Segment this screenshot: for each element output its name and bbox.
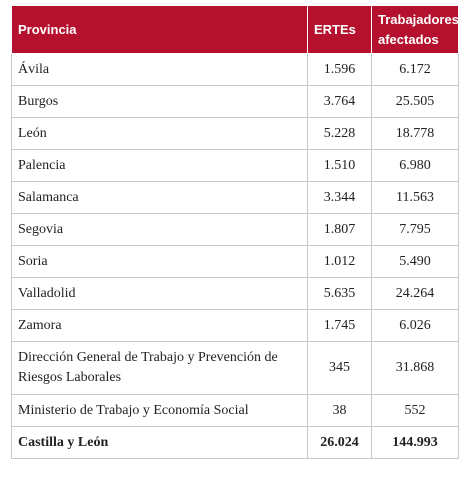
cell-ertes: 345 [307,341,372,395]
cell-provincia: Burgos [11,85,308,118]
total-label: Castilla y León [11,426,308,459]
cell-trabajadores: 6.172 [371,53,459,86]
cell-provincia: Zamora [11,309,308,342]
cell-ertes: 5.228 [307,117,372,150]
cell-ertes: 1.807 [307,213,372,246]
cell-provincia: Palencia [11,149,308,182]
total-ertes: 26.024 [307,426,372,459]
cell-provincia: Ávila [11,53,308,86]
cell-trabajadores: 7.795 [371,213,459,246]
cell-ertes: 1.012 [307,245,372,278]
header-trabajadores: Trabajadores afectados [371,6,459,54]
cell-provincia: Segovia [11,213,308,246]
header-provincia: Provincia [11,6,308,54]
table-row: Palencia 1.510 6.980 [11,149,459,182]
table-row: Zamora 1.745 6.026 [11,309,459,342]
total-row: Castilla y León 26.024 144.993 [11,426,459,459]
cell-ertes: 1.510 [307,149,372,182]
cell-trabajadores: 31.868 [371,341,459,395]
table-row: Ávila 1.596 6.172 [11,53,459,86]
cell-provincia: Soria [11,245,308,278]
cell-ertes: 38 [307,394,372,427]
cell-ertes: 1.745 [307,309,372,342]
cell-trabajadores: 5.490 [371,245,459,278]
cell-ertes: 5.635 [307,277,372,310]
cell-provincia: Salamanca [11,181,308,214]
erte-table-container: Provincia ERTEs Trabajadores afectados Á… [11,6,459,459]
cell-provincia: Ministerio de Trabajo y Economía Social [11,394,308,427]
cell-ertes: 3.764 [307,85,372,118]
table-row: Salamanca 3.344 11.563 [11,181,459,214]
header-row: Provincia ERTEs Trabajadores afectados [11,6,459,54]
cell-provincia: León [11,117,308,150]
cell-ertes: 1.596 [307,53,372,86]
cell-trabajadores: 25.505 [371,85,459,118]
cell-provincia: Valladolid [11,277,308,310]
cell-trabajadores: 6.980 [371,149,459,182]
cell-trabajadores: 11.563 [371,181,459,214]
total-trabajadores: 144.993 [371,426,459,459]
erte-table: Provincia ERTEs Trabajadores afectados Á… [11,6,459,459]
header-ertes: ERTEs [307,6,372,54]
table-row: Valladolid 5.635 24.264 [11,277,459,310]
table-row: León 5.228 18.778 [11,117,459,150]
table-row: Soria 1.012 5.490 [11,245,459,278]
cell-trabajadores: 552 [371,394,459,427]
cell-provincia: Dirección General de Trabajo y Prevenció… [11,341,308,395]
table-row: Ministerio de Trabajo y Economía Social … [11,394,459,427]
table-row: Dirección General de Trabajo y Prevenció… [11,341,459,395]
cell-ertes: 3.344 [307,181,372,214]
cell-trabajadores: 18.778 [371,117,459,150]
table-row: Segovia 1.807 7.795 [11,213,459,246]
cell-trabajadores: 24.264 [371,277,459,310]
cell-trabajadores: 6.026 [371,309,459,342]
table-row: Burgos 3.764 25.505 [11,85,459,118]
